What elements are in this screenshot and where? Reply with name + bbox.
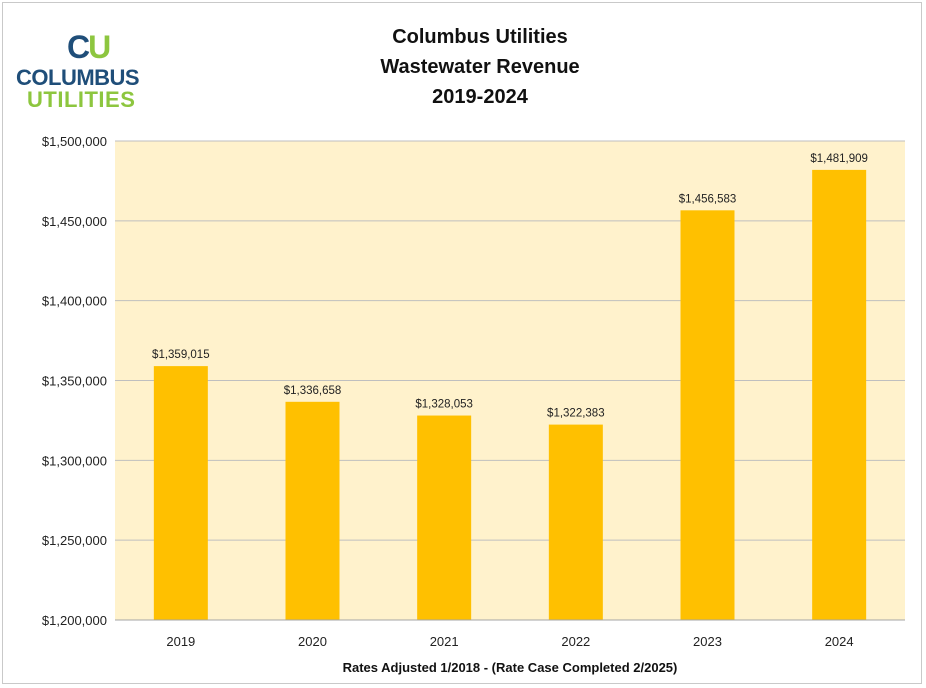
logo-mark-u: U — [88, 29, 111, 65]
x-tick-label: 2024 — [825, 634, 854, 649]
chart-title: Columbus Utilities Wastewater Revenue 20… — [310, 22, 650, 112]
y-tick-label: $1,250,000 — [42, 533, 107, 548]
x-axis-label: Rates Adjusted 1/2018 - (Rate Case Compl… — [343, 660, 678, 675]
bar — [812, 169, 867, 620]
bar — [153, 366, 208, 620]
y-tick-label: $1,350,000 — [42, 374, 107, 389]
x-tick-label: 2019 — [166, 634, 195, 649]
logo-line-columbus: COLUMBUS — [16, 65, 140, 90]
logo-line-utilities: UTILITIES — [27, 87, 136, 112]
bar-data-label: $1,456,583 — [679, 193, 737, 205]
y-tick-label: $1,200,000 — [42, 613, 107, 628]
y-tick-label: $1,450,000 — [42, 214, 107, 229]
bar-data-label: $1,481,909 — [810, 153, 868, 165]
cu-logo-mark: CU — [67, 29, 111, 65]
x-tick-label: 2021 — [430, 634, 459, 649]
chart-title-line-3: 2019-2024 — [432, 86, 528, 108]
columbus-utilities-logo: CU COLUMBUS UTILITIES — [16, 30, 176, 114]
y-tick-label: $1,300,000 — [42, 453, 107, 468]
x-tick-label: 2023 — [693, 634, 722, 649]
x-tick-label: 2022 — [561, 634, 590, 649]
bar-data-label: $1,359,015 — [152, 349, 210, 361]
chart-title-line-1: Columbus Utilities — [392, 26, 568, 48]
bar-data-label: $1,322,383 — [547, 408, 605, 420]
bar — [680, 210, 735, 620]
bar — [285, 401, 340, 620]
bar — [417, 415, 472, 620]
x-tick-label: 2020 — [298, 634, 327, 649]
bar-data-label: $1,336,658 — [284, 385, 342, 397]
bar-data-label: $1,328,053 — [415, 399, 473, 411]
y-tick-label: $1,500,000 — [42, 134, 107, 149]
chart-title-line-2: Wastewater Revenue — [380, 56, 580, 78]
y-tick-label: $1,400,000 — [42, 294, 107, 309]
bar — [548, 424, 603, 620]
logo-mark-c: C — [67, 29, 90, 65]
